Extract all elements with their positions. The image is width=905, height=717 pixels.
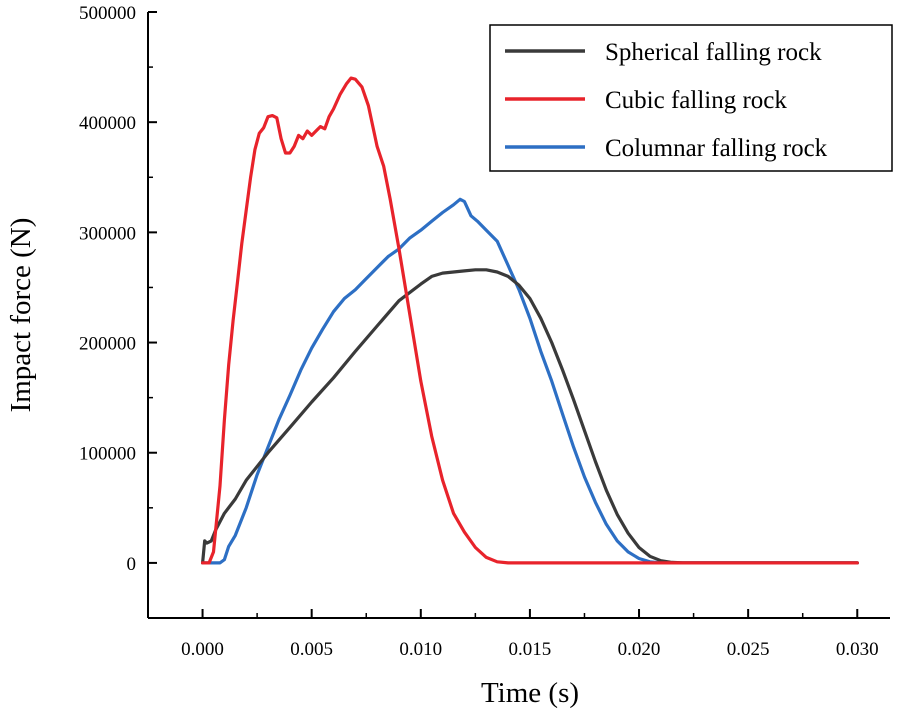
legend: Spherical falling rock Cubic falling roc…: [489, 24, 893, 172]
x-tick-label: 0.005: [290, 639, 333, 660]
axes: [147, 12, 890, 619]
y-ticks: 0 100000 200000 300000 400000 500000: [79, 3, 157, 619]
x-tick-label: 0.020: [618, 639, 661, 660]
legend-label-spherical: Spherical falling rock: [605, 39, 822, 66]
series-line-columnar: [201, 197, 859, 565]
x-axis-title: Time (s): [481, 677, 579, 709]
x-tick-label: 0.015: [509, 639, 552, 660]
y-tick-label: 300000: [79, 223, 136, 244]
y-tick-label: 400000: [79, 113, 136, 134]
x-ticks: 0.000 0.005 0.010 0.015 0.020 0.025 0.030: [147, 609, 879, 660]
x-tick-label: 0.025: [727, 639, 770, 660]
x-tick-label: 0.030: [836, 639, 879, 660]
series-line-spherical: [201, 268, 859, 565]
y-tick-label: 200000: [79, 334, 136, 355]
series-line-cubic: [201, 76, 859, 565]
series-lines: [201, 76, 859, 565]
legend-label-columnar: Columnar falling rock: [605, 135, 828, 162]
x-tick-label: 0.010: [399, 639, 442, 660]
y-tick-label: 0: [127, 554, 137, 575]
legend-label-cubic: Cubic falling rock: [605, 87, 787, 114]
x-tick-label: 0.000: [181, 639, 224, 660]
y-axis-title: Impact force (N): [5, 218, 37, 413]
y-tick-label: 100000: [79, 444, 136, 465]
y-tick-label: 500000: [79, 3, 136, 24]
